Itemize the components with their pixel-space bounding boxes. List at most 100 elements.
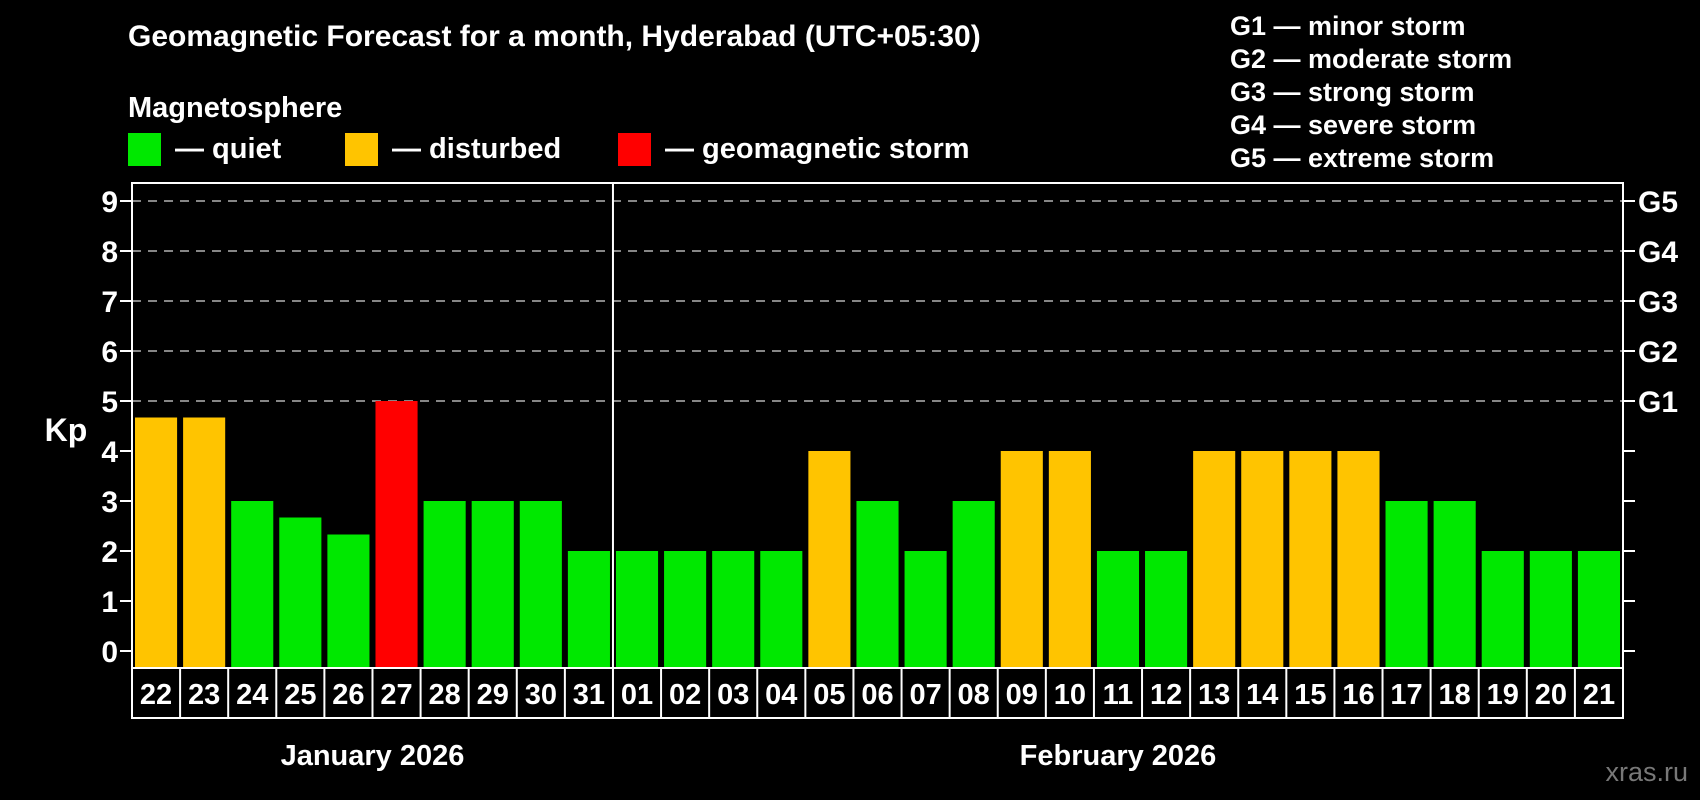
- kp-bar: [1048, 451, 1091, 668]
- kp-bar: [327, 534, 370, 668]
- g-scale-legend-row: G1 — minor storm: [1230, 11, 1466, 41]
- day-label: 03: [717, 679, 749, 711]
- kp-bar: [183, 417, 226, 668]
- kp-bar: [135, 417, 178, 668]
- day-label: 15: [1294, 679, 1326, 711]
- y-axis-tick-label: 4: [101, 436, 118, 469]
- kp-bar: [231, 501, 274, 668]
- legend-item-quiet: — quiet: [128, 133, 281, 166]
- day-label: 30: [525, 679, 557, 711]
- day-strip: [131, 667, 1624, 719]
- kp-bar: [1289, 451, 1332, 668]
- storm-color-swatch: [618, 133, 651, 166]
- day-label: 23: [188, 679, 220, 711]
- kp-bar: [615, 551, 659, 668]
- kp-bar: [423, 501, 466, 668]
- g-axis-label: G2: [1638, 336, 1678, 369]
- kp-bar: [1529, 551, 1572, 668]
- kp-bar: [567, 551, 610, 668]
- month-label: February 2026: [1020, 740, 1217, 772]
- kp-bar: [712, 551, 755, 668]
- kp-bar: [904, 551, 947, 668]
- day-label: 21: [1583, 679, 1615, 711]
- day-label: 04: [765, 679, 797, 711]
- day-label: 06: [861, 679, 893, 711]
- day-label: 05: [813, 679, 845, 711]
- y-axis-tick-label: 7: [101, 286, 118, 319]
- g-scale-legend-row: G3 — strong storm: [1230, 77, 1475, 107]
- kp-bar: [760, 551, 803, 668]
- quiet-color-swatch: [128, 133, 161, 166]
- y-axis-tick-label: 0: [101, 636, 118, 669]
- day-label: 16: [1342, 679, 1374, 711]
- g-scale-legend-row: G4 — severe storm: [1230, 110, 1477, 140]
- day-label: 02: [669, 679, 701, 711]
- y-axis-tick-label: 8: [101, 236, 118, 269]
- y-axis-tick-label: 3: [101, 486, 118, 519]
- kp-bar: [279, 517, 322, 668]
- day-label: 14: [1246, 679, 1278, 711]
- legend-label: — quiet: [175, 133, 282, 165]
- day-label: 25: [284, 679, 316, 711]
- y-axis-tick-label: 5: [101, 386, 118, 419]
- day-label: 29: [477, 679, 509, 711]
- day-label: 10: [1054, 679, 1086, 711]
- day-label: 27: [380, 679, 412, 711]
- legend-label: — disturbed: [392, 133, 562, 165]
- kp-bar: [1433, 501, 1476, 668]
- y-axis-tick-label: 1: [101, 586, 118, 619]
- g-axis-label: G1: [1638, 386, 1678, 419]
- kp-bar: [1337, 451, 1380, 668]
- kp-bar: [1145, 551, 1188, 668]
- month-label: January 2026: [281, 740, 465, 772]
- kp-bar: [1481, 551, 1524, 668]
- y-axis-title: Kp: [45, 412, 88, 448]
- disturbed-color-swatch: [345, 133, 378, 166]
- kp-bar: [808, 451, 851, 668]
- legend-item-storm: — geomagnetic storm: [618, 133, 970, 166]
- kp-bar: [856, 501, 899, 668]
- day-label: 20: [1535, 679, 1567, 711]
- day-label: 08: [958, 679, 990, 711]
- kp-bar: [1193, 451, 1236, 668]
- day-label: 26: [332, 679, 364, 711]
- g-scale-legend-row: G2 — moderate storm: [1230, 44, 1513, 74]
- day-label: 09: [1006, 679, 1038, 711]
- day-label: 19: [1487, 679, 1519, 711]
- kp-bar: [1096, 551, 1140, 668]
- kp-bar: [952, 501, 995, 668]
- y-axis-tick-label: 2: [101, 536, 118, 569]
- day-label: 11: [1103, 679, 1134, 711]
- day-label: 01: [621, 679, 653, 711]
- g-axis-label: G3: [1638, 286, 1678, 319]
- day-label: 13: [1198, 679, 1230, 711]
- day-label: 07: [909, 679, 941, 711]
- kp-bar: [519, 501, 562, 668]
- chart-subtitle: Magnetosphere: [128, 92, 343, 124]
- y-axis-tick-label: 9: [101, 186, 118, 219]
- kp-bar: [471, 501, 514, 668]
- g-axis-label: G4: [1638, 236, 1678, 269]
- day-label: 31: [573, 679, 605, 711]
- g-scale-legend-row: G5 — extreme storm: [1230, 143, 1495, 173]
- y-axis-tick-label: 6: [101, 336, 118, 369]
- legend-item-disturbed: — disturbed: [345, 133, 561, 166]
- g-scale-legend: G1 — minor storm G2 — moderate storm G3 …: [1230, 10, 1512, 175]
- legend-label: — geomagnetic storm: [665, 133, 970, 165]
- kp-bar: [1577, 551, 1620, 668]
- kp-bar: [664, 551, 707, 668]
- watermark: xras.ru: [1605, 757, 1688, 787]
- g-axis-label: G5: [1638, 186, 1678, 219]
- day-label: 12: [1150, 679, 1182, 711]
- kp-bar: [375, 401, 418, 668]
- day-label: 18: [1439, 679, 1471, 711]
- kp-bar: [1241, 451, 1284, 668]
- kp-bar: [1385, 501, 1428, 668]
- kp-bar: [1000, 451, 1043, 668]
- day-label: 22: [140, 679, 172, 711]
- day-label: 17: [1390, 679, 1422, 711]
- day-label: 28: [428, 679, 460, 711]
- day-label: 24: [236, 679, 268, 711]
